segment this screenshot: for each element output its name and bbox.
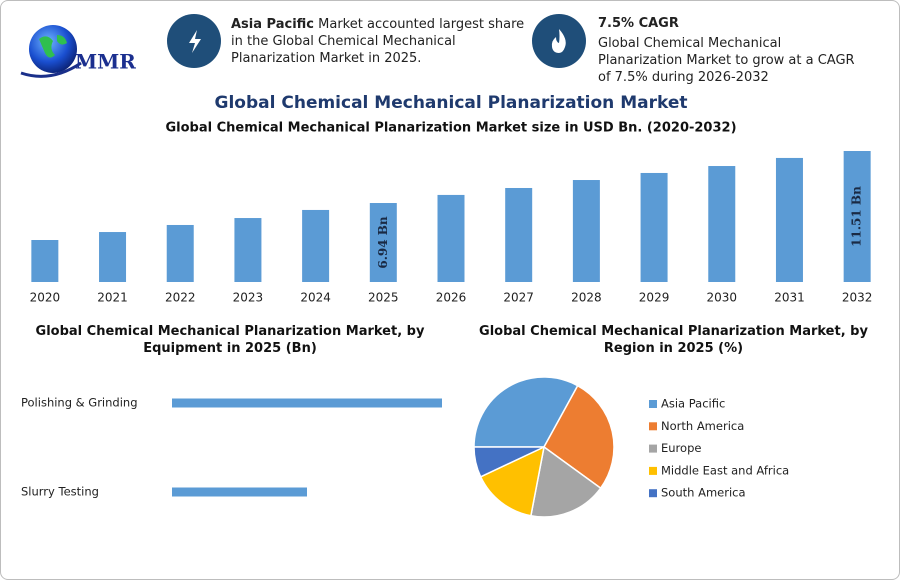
- legend-swatch: [649, 422, 657, 431]
- bar: [843, 151, 871, 282]
- info-box-1: Asia Pacific Market accounted largest sh…: [231, 16, 526, 67]
- info-title: 7.5% CAGR: [598, 16, 679, 31]
- pie-slice: [473, 446, 545, 478]
- x-tick-label: 2024: [300, 291, 331, 305]
- chart-title: Global Chemical Mechanical Planarization…: [35, 324, 425, 356]
- x-tick-label: 2030: [706, 291, 737, 305]
- legend-label: Middle East and Africa: [661, 463, 789, 477]
- icon-circle: [532, 14, 586, 68]
- bar: [166, 224, 194, 282]
- y-tick-label: Polishing & Grinding: [21, 396, 138, 410]
- info-box-2: 7.5% CAGR Global Chemical Mechanical Plan…: [598, 15, 863, 86]
- x-tick-label: 2032: [842, 291, 873, 305]
- x-tick-label: 2031: [774, 291, 805, 305]
- bar: [572, 180, 600, 282]
- logo-text: MMR: [75, 50, 136, 74]
- bar: [234, 218, 262, 282]
- y-tick-label: Slurry Testing: [21, 485, 99, 499]
- legend-label: North America: [661, 419, 744, 433]
- info-text: Global Chemical Mechanical Planarization…: [598, 36, 855, 85]
- logo-land: [39, 35, 67, 58]
- x-tick-label: 2020: [30, 291, 61, 305]
- x-tick-label: 2025: [368, 291, 399, 305]
- legend-swatch: [649, 466, 657, 475]
- bar: [708, 166, 736, 282]
- chart-title: Global Chemical Mechanical Planarization…: [479, 324, 868, 356]
- bar: [505, 187, 533, 282]
- chart-title: Global Chemical Mechanical Planarization…: [165, 121, 736, 136]
- legend-label: Asia Pacific: [661, 397, 725, 411]
- x-tick-label: 2023: [233, 291, 264, 305]
- logo-globe: [29, 25, 77, 73]
- x-tick-label: 2028: [571, 291, 602, 305]
- bar: [31, 240, 59, 282]
- logo-swoosh: [20, 61, 82, 78]
- pie-slice: [543, 384, 615, 490]
- pie-slice: [530, 445, 602, 518]
- pie-slice: [479, 445, 546, 517]
- bar: [775, 157, 803, 282]
- icon-flame: [551, 29, 566, 53]
- icon-bolt: [189, 30, 201, 53]
- x-tick-label: 2021: [97, 291, 128, 305]
- x-tick-label: 2027: [503, 291, 534, 305]
- x-tick-label: 2029: [639, 291, 670, 305]
- legend-label: Europe: [661, 441, 701, 455]
- icon-2: [532, 14, 586, 68]
- bar: [437, 194, 465, 282]
- legend-swatch: [649, 400, 657, 408]
- logo: MMR: [20, 25, 136, 78]
- x-tick-label: 2026: [436, 291, 467, 305]
- bar: [640, 172, 668, 282]
- legend-swatch: [649, 489, 657, 498]
- bar: [172, 398, 442, 408]
- data-label: 6.94 Bn: [376, 216, 390, 269]
- bar: [302, 209, 330, 282]
- info-text: Market accounted largest share in the Gl…: [231, 17, 525, 66]
- main-title: Global Chemical Mechanical Planarization…: [215, 93, 688, 113]
- icon-1: [167, 14, 221, 68]
- legend-label: South America: [661, 486, 746, 500]
- pie-slice: [473, 376, 579, 448]
- bar: [369, 203, 397, 282]
- bar: [172, 487, 307, 497]
- bar: [99, 232, 127, 282]
- info-bold: Asia Pacific: [231, 17, 315, 32]
- legend-swatch: [649, 444, 657, 453]
- x-tick-label: 2022: [165, 291, 196, 305]
- data-label: 11.51 Bn: [850, 186, 864, 247]
